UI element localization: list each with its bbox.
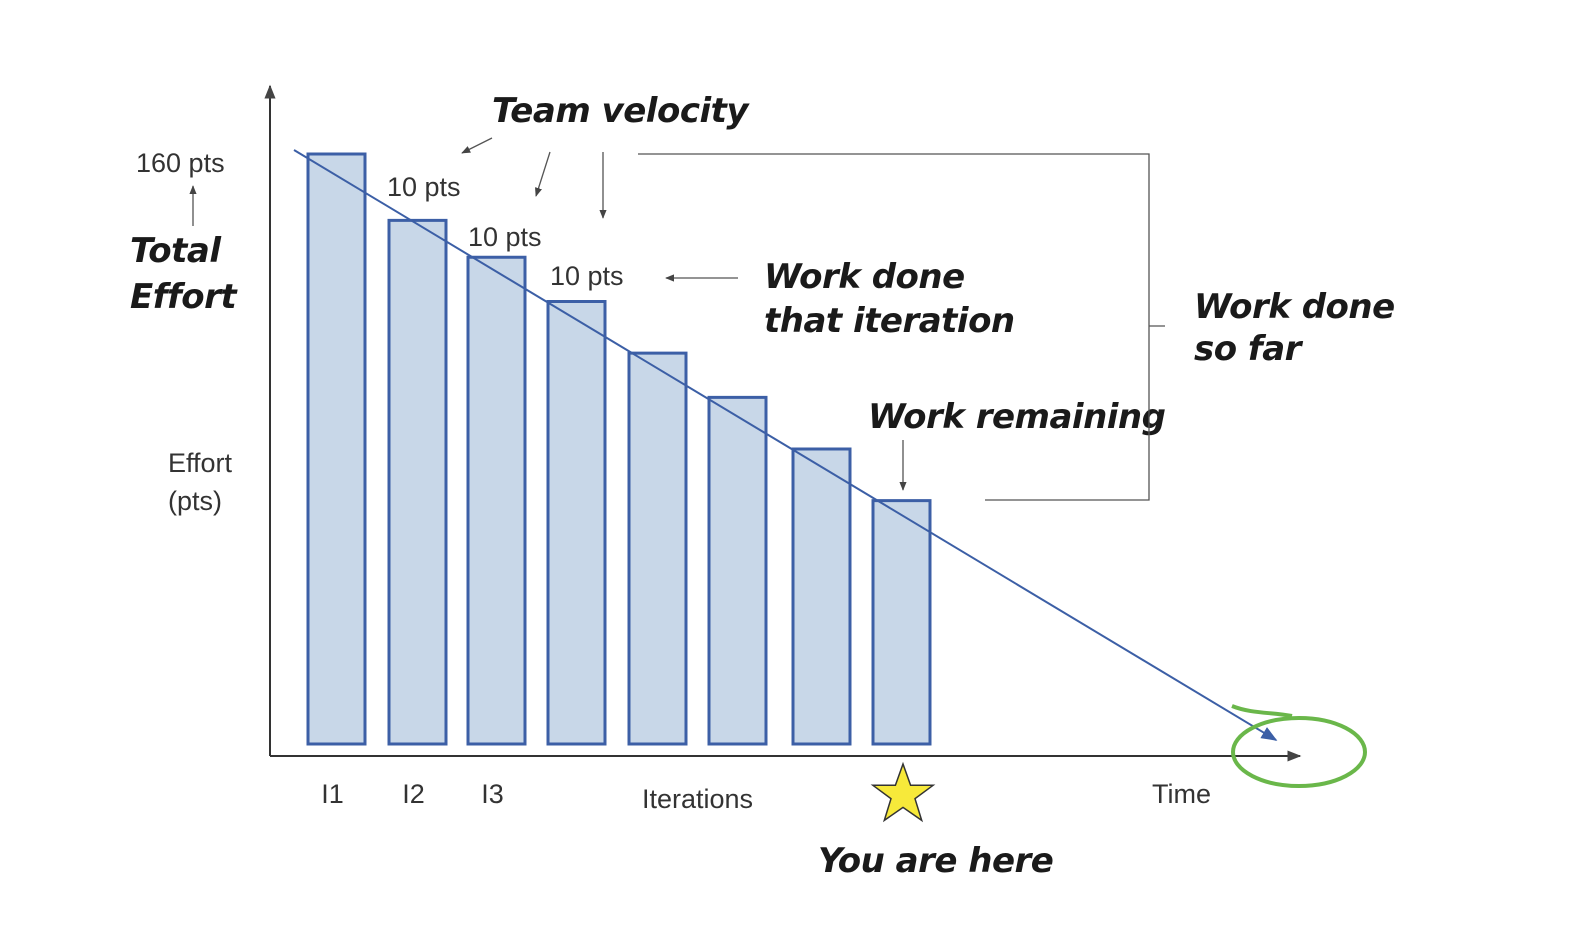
- velocity-label-1: 10 pts: [387, 172, 461, 202]
- you-are-here-note: You are here: [818, 841, 1053, 881]
- trend-line: [293, 149, 1278, 741]
- work-done-iteration-note: Work done that iteration: [764, 257, 1015, 341]
- bar-group: [306, 152, 932, 746]
- velocity-arrow-1: [461, 137, 493, 154]
- x-axis-label: Iterations: [642, 784, 753, 814]
- total-label: 160 pts: [136, 148, 225, 178]
- work-done-iteration-line-2: that iteration: [764, 301, 1015, 341]
- total-effort-line-1: Total: [130, 231, 222, 271]
- total-effort-line-2: Effort: [130, 277, 238, 317]
- velocity-label-2: 10 pts: [468, 222, 542, 252]
- y-axis-label-line-1: Effort: [168, 448, 233, 478]
- velocity-arrow-2: [535, 151, 551, 197]
- work-remaining-note: Work remaining: [868, 397, 1166, 437]
- completion-circle-tail: [1231, 704, 1293, 718]
- bar-7: [791, 447, 852, 746]
- bar-1: [306, 152, 367, 746]
- you-are-here-star-icon: [870, 761, 936, 823]
- tick-labels: I1 I2 I3: [321, 779, 504, 809]
- work-done-so-far-line-1: Work done: [1194, 287, 1395, 327]
- work-done-so-far-bracket: [638, 153, 1165, 501]
- bar-4: [546, 300, 607, 746]
- y-axis-label: Effort (pts): [168, 448, 240, 516]
- work-done-so-far-line-2: so far: [1194, 329, 1304, 369]
- tick-label-1: I1: [321, 779, 344, 809]
- team-velocity-note: Team velocity: [492, 91, 750, 131]
- bar-6: [707, 395, 768, 746]
- velocity-label-3: 10 pts: [550, 261, 624, 291]
- work-done-iteration-line-1: Work done: [764, 257, 965, 297]
- tick-label-3: I3: [481, 779, 504, 809]
- total-effort-note: Total Effort: [130, 231, 238, 317]
- tick-label-2: I2: [402, 779, 425, 809]
- work-done-so-far-note: Work done so far: [1194, 287, 1406, 369]
- completion-circle-icon: [1231, 716, 1367, 788]
- bar-3: [466, 255, 527, 746]
- bar-2: [387, 218, 448, 746]
- y-axis-label-line-2: (pts): [168, 486, 222, 516]
- x-axis-end-label: Time: [1152, 779, 1211, 809]
- bar-5: [627, 351, 688, 746]
- bar-8: [871, 499, 932, 746]
